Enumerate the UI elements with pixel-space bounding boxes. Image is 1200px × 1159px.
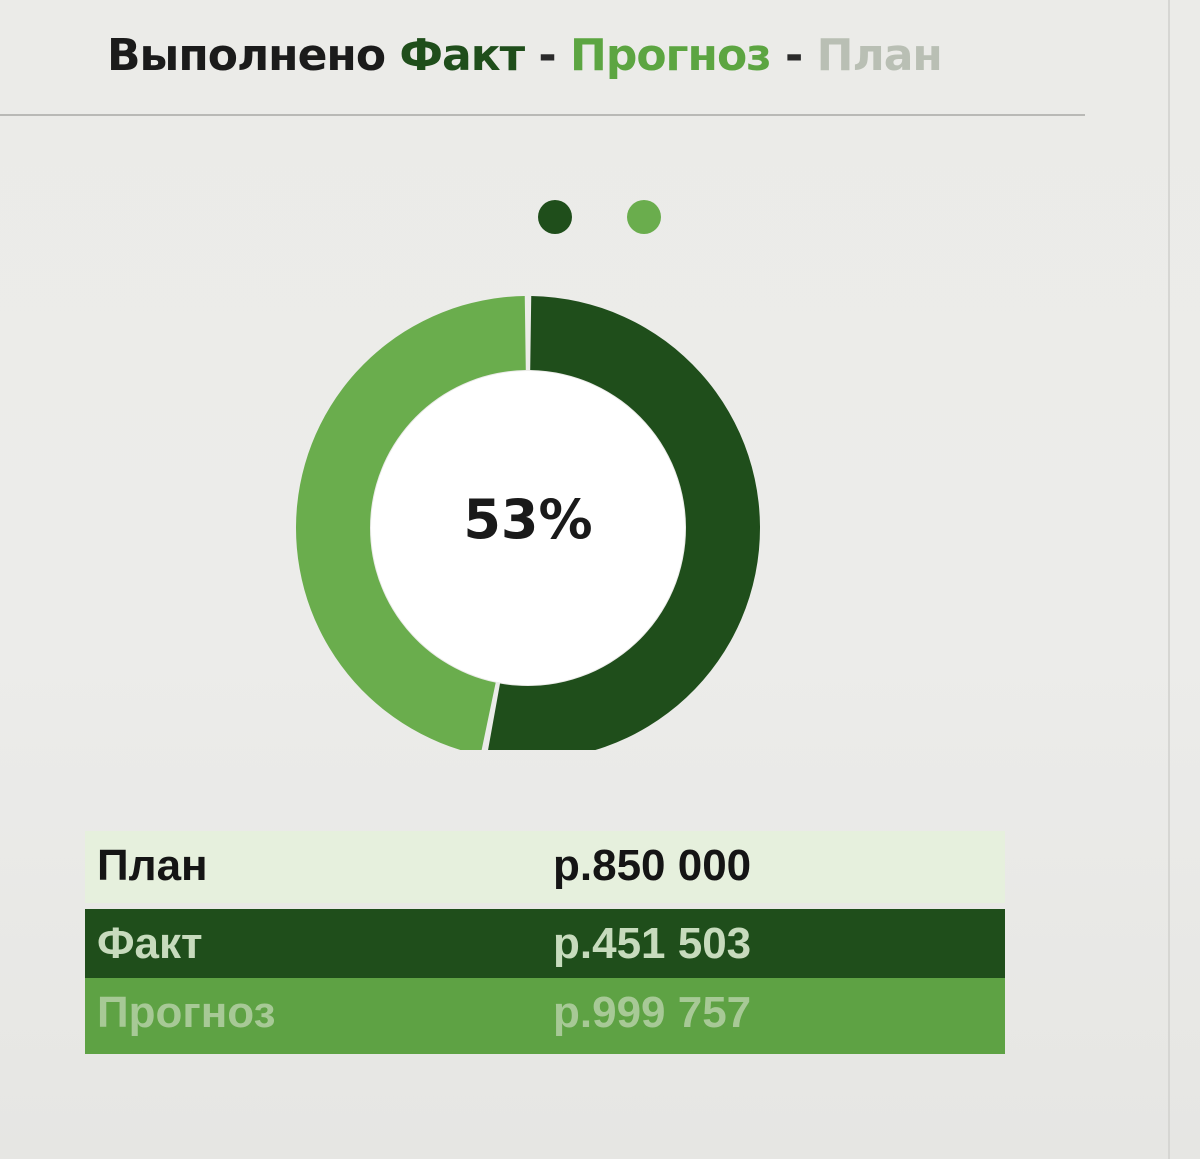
summary-table: План р.850 000 Факт р.451 503 Прогноз р.… bbox=[85, 831, 1005, 1054]
donut-center-label: 53% bbox=[463, 488, 592, 551]
donut-slice-fact[interactable] bbox=[487, 296, 760, 750]
widget-title: Выполнено Факт - Прогноз - План bbox=[107, 30, 943, 81]
row-label-plan: План bbox=[97, 841, 208, 890]
row-label-forecast: Прогноз bbox=[97, 988, 276, 1037]
row-value-fact: р.451 503 bbox=[553, 919, 752, 968]
table-row-fact: Факт р.451 503 bbox=[85, 909, 1005, 978]
title-divider bbox=[0, 114, 1085, 116]
legend-dot-forecast[interactable] bbox=[627, 200, 661, 234]
legend-dot-fact[interactable] bbox=[538, 200, 572, 234]
row-value-plan: р.850 000 bbox=[553, 841, 752, 890]
title-forecast: Прогноз bbox=[570, 30, 772, 81]
panel-edge bbox=[1168, 0, 1170, 1159]
table-row-forecast: Прогноз р.999 757 bbox=[85, 978, 1005, 1054]
donut-slice-forecast[interactable] bbox=[296, 296, 526, 750]
title-fact: Факт bbox=[399, 30, 525, 81]
row-label-fact: Факт bbox=[97, 919, 203, 968]
donut-hole bbox=[371, 371, 685, 685]
donut-chart: 53% bbox=[296, 296, 760, 750]
title-prefix: Выполнено bbox=[107, 30, 386, 81]
title-plan: План bbox=[816, 30, 943, 81]
table-row-plan: План р.850 000 bbox=[85, 831, 1005, 903]
donut-slices bbox=[296, 296, 760, 750]
title-separator-1: - bbox=[524, 30, 570, 81]
title-separator-2: - bbox=[770, 30, 817, 81]
row-value-forecast: р.999 757 bbox=[553, 988, 752, 1037]
